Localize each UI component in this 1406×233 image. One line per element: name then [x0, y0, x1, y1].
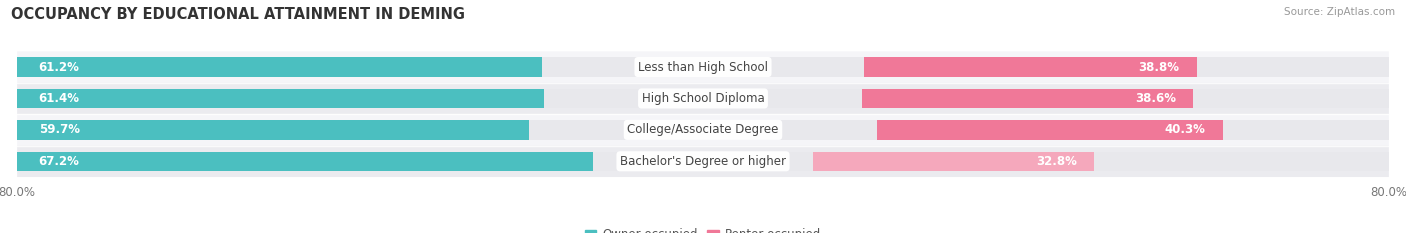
Bar: [865, 57, 1197, 77]
Legend: Owner-occupied, Renter-occupied: Owner-occupied, Renter-occupied: [579, 224, 827, 233]
Text: 59.7%: 59.7%: [38, 123, 80, 136]
FancyBboxPatch shape: [17, 51, 1389, 83]
Text: Bachelor's Degree or higher: Bachelor's Degree or higher: [620, 155, 786, 168]
Text: 61.2%: 61.2%: [38, 61, 80, 74]
Text: OCCUPANCY BY EDUCATIONAL ATTAINMENT IN DEMING: OCCUPANCY BY EDUCATIONAL ATTAINMENT IN D…: [11, 7, 465, 22]
Text: 38.6%: 38.6%: [1135, 92, 1177, 105]
Bar: [17, 57, 541, 77]
Bar: [877, 120, 1223, 140]
FancyBboxPatch shape: [17, 114, 1389, 146]
Text: 61.4%: 61.4%: [38, 92, 80, 105]
Bar: [17, 120, 529, 140]
Text: 67.2%: 67.2%: [38, 155, 80, 168]
Text: College/Associate Degree: College/Associate Degree: [627, 123, 779, 136]
Bar: [862, 89, 1194, 108]
Bar: [17, 120, 1389, 140]
Bar: [17, 152, 593, 171]
Text: 40.3%: 40.3%: [1164, 123, 1205, 136]
FancyBboxPatch shape: [17, 146, 1389, 177]
Text: High School Diploma: High School Diploma: [641, 92, 765, 105]
Bar: [17, 152, 1389, 171]
Text: Source: ZipAtlas.com: Source: ZipAtlas.com: [1284, 7, 1395, 17]
Bar: [17, 89, 544, 108]
Bar: [813, 152, 1094, 171]
Bar: [17, 89, 1389, 108]
Text: 38.8%: 38.8%: [1139, 61, 1180, 74]
Bar: [17, 57, 1389, 77]
Text: Less than High School: Less than High School: [638, 61, 768, 74]
Text: 32.8%: 32.8%: [1036, 155, 1077, 168]
FancyBboxPatch shape: [17, 83, 1389, 114]
